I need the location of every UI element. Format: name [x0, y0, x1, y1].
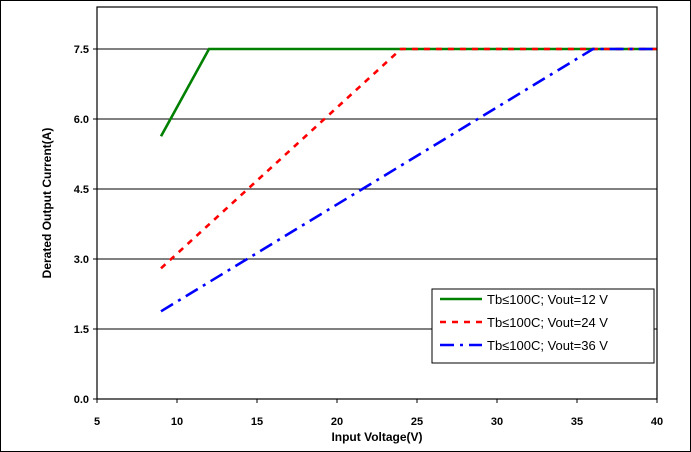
- series-line-2: [160, 47, 657, 270]
- x-tick-label: 20: [331, 416, 343, 428]
- x-tick-label: 30: [491, 416, 503, 428]
- y-tick-label: 1.5: [74, 324, 89, 336]
- legend-label-3: Tb≤100C; Vout=36 V: [487, 338, 608, 353]
- x-tick-label: 5: [94, 416, 100, 428]
- x-tick-label: 15: [251, 416, 263, 428]
- y-tick-label: 6.0: [74, 114, 89, 126]
- legend-label-1: Tb≤100C; Vout=12 V: [487, 292, 608, 307]
- series-line-3: [160, 47, 657, 313]
- x-tick-label: 35: [571, 416, 583, 428]
- y-axis-title: Derated Output Current(A): [40, 128, 54, 279]
- y-tick-label: 7.5: [74, 44, 89, 56]
- legend: Tb≤100C; Vout=12 V Tb≤100C; Vout=24 V Tb≤1…: [431, 288, 655, 364]
- axis-ticks: 0.0 1.5 3.0 4.5 6.0 7.5 5 10 15 20 25 30 35 40: [74, 44, 663, 428]
- legend-box: [431, 288, 655, 364]
- y-tick-label: 0.0: [74, 394, 89, 406]
- plot-border: [96, 6, 658, 400]
- x-tick-label: 25: [411, 416, 423, 428]
- x-tick-label: 10: [171, 416, 183, 428]
- y-tick-label: 3.0: [74, 254, 89, 266]
- y-tick-label: 4.5: [74, 184, 89, 196]
- x-tick-label: 40: [651, 416, 663, 428]
- series-lines: [159, 47, 657, 313]
- x-axis-title: Input Voltage(V): [331, 430, 422, 444]
- series-line-1: [159, 47, 657, 137]
- legend-label-2: Tb≤100C; Vout=24 V: [487, 315, 608, 330]
